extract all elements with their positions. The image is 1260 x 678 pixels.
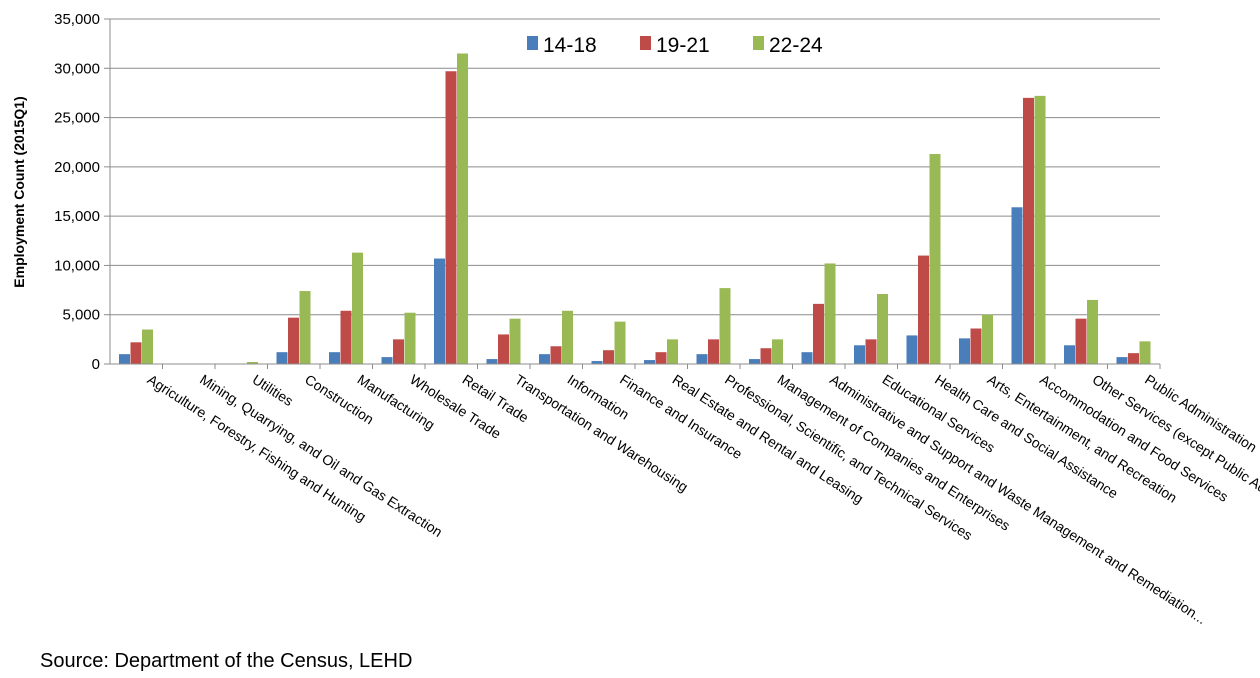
bar-19-21 (288, 317, 299, 364)
bar-14-18 (749, 359, 760, 364)
bar-14-18 (1011, 207, 1023, 364)
bar-19-21 (918, 255, 929, 364)
y-tick-label: 10,000 (54, 257, 100, 274)
y-tick-label: 0 (92, 356, 100, 373)
bar-14-18 (486, 359, 498, 364)
bar-14-18 (696, 354, 708, 364)
bar-22-24 (299, 291, 311, 364)
bar-22-24 (509, 318, 521, 364)
bar-22-24 (614, 321, 626, 364)
bar-22-24 (1034, 95, 1046, 364)
x-tick-labels: Agriculture, Forestry, Fishing and Hunti… (145, 371, 1260, 627)
bar-22-24 (772, 339, 783, 364)
legend-label: 14-18 (543, 34, 597, 57)
bar-22-24 (562, 310, 573, 364)
bar-22-24 (404, 312, 416, 364)
bar-22-24 (877, 294, 888, 364)
bar-19-21 (498, 334, 509, 364)
bar-19-21 (393, 339, 404, 364)
bar-19-21 (445, 71, 457, 364)
y-tick-label: 5,000 (62, 307, 100, 324)
bar-22-24 (1087, 299, 1098, 364)
bars (119, 53, 1151, 364)
y-tick-labels: 0 5,000 10,000 15,000 20,000 25,000 30,000 35,0… (54, 11, 100, 373)
y-tick-label: 25,000 (54, 110, 100, 127)
bar-22-24 (1139, 341, 1151, 364)
bar-14-18 (119, 354, 130, 364)
bar-14-18 (1116, 357, 1128, 364)
gridlines (110, 18, 1160, 316)
y-tick-label: 35,000 (54, 11, 100, 28)
bar-22-24 (929, 154, 941, 364)
bar-14-18 (644, 360, 655, 364)
bar-19-21 (340, 310, 352, 364)
legend-swatch-19-21 (640, 36, 651, 50)
bar-19-21 (655, 352, 667, 364)
bar-19-21 (550, 346, 562, 364)
y-axis-label: Employment Count (2015Q1) (11, 96, 27, 287)
bar-22-24 (142, 329, 153, 364)
bar-14-18 (906, 335, 918, 364)
y-tick-label: 30,000 (54, 60, 100, 77)
bar-14-18 (959, 338, 970, 364)
bar-22-24 (824, 263, 836, 364)
bar-19-21 (1023, 97, 1034, 364)
bar-14-18 (381, 357, 393, 364)
y-tick-label: 20,000 (54, 159, 100, 176)
bar-22-24 (719, 288, 731, 364)
legend-swatch-22-24 (753, 36, 764, 50)
bar-19-21 (760, 348, 772, 364)
y-tick-label: 15,000 (54, 208, 100, 225)
bar-14-18 (591, 361, 603, 364)
legend-label: 22-24 (769, 34, 823, 57)
bar-19-21 (865, 339, 877, 364)
bar-14-18 (276, 352, 288, 364)
legend: 14-18 19-21 22-24 (527, 34, 823, 57)
bar-22-24 (667, 339, 678, 364)
axes (104, 18, 1161, 369)
legend-swatch-14-18 (527, 36, 538, 50)
bar-14-18 (434, 258, 445, 364)
bar-14-18 (801, 352, 813, 364)
legend-label: 19-21 (656, 34, 710, 57)
bar-22-24 (247, 362, 258, 364)
bar-14-18 (854, 345, 865, 364)
source-note: Source: Department of the Census, LEHD (40, 650, 413, 672)
bar-19-21 (708, 339, 719, 364)
bar-19-21 (813, 303, 824, 364)
bar-19-21 (603, 350, 614, 364)
bar-14-18 (329, 352, 340, 364)
x-tick-label: Wholesale Trade (407, 371, 504, 442)
bar-19-21 (130, 342, 142, 364)
bar-14-18 (1064, 345, 1075, 364)
bar-14-18 (539, 354, 550, 364)
bar-22-24 (352, 252, 363, 364)
bar-22-24 (982, 314, 993, 364)
bar-19-21 (1075, 318, 1087, 364)
bar-19-21 (970, 328, 982, 364)
bar-19-21 (1128, 353, 1139, 364)
bar-22-24 (457, 53, 468, 364)
